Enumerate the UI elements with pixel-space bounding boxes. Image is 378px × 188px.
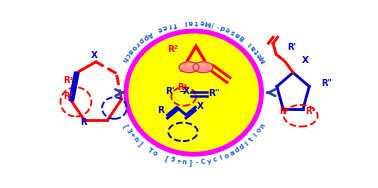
Text: M: M — [259, 55, 267, 64]
Text: e: e — [199, 19, 204, 25]
Text: R": R" — [208, 89, 220, 99]
Text: o: o — [152, 150, 158, 157]
Text: y: y — [206, 158, 212, 165]
Text: -: - — [195, 160, 198, 166]
Text: X: X — [183, 87, 190, 96]
Text: i: i — [253, 132, 259, 138]
Text: R': R' — [165, 87, 175, 96]
Text: o: o — [224, 152, 230, 160]
Text: 3: 3 — [124, 127, 132, 134]
Text: l: l — [184, 19, 187, 25]
Text: h: h — [121, 56, 128, 63]
Text: a: a — [189, 19, 193, 25]
Text: a: a — [234, 30, 241, 38]
Text: e: e — [225, 25, 231, 33]
Text: ]: ] — [136, 140, 144, 147]
Text: [: [ — [164, 154, 169, 162]
Text: X: X — [91, 51, 98, 60]
Text: t: t — [248, 136, 255, 143]
Ellipse shape — [193, 62, 213, 73]
Text: X: X — [197, 102, 204, 111]
Text: p: p — [142, 33, 149, 41]
Ellipse shape — [126, 31, 262, 154]
Text: ]: ] — [189, 159, 192, 166]
Text: T: T — [146, 147, 153, 154]
Text: e: e — [161, 23, 167, 31]
Text: o: o — [256, 127, 263, 134]
Text: f: f — [172, 21, 177, 27]
Text: l: l — [247, 41, 253, 46]
Text: −: − — [178, 87, 185, 96]
Text: c: c — [212, 157, 218, 163]
Text: r: r — [134, 40, 141, 47]
Text: R: R — [81, 118, 87, 127]
Text: X: X — [302, 56, 309, 65]
Ellipse shape — [179, 62, 199, 73]
Text: d: d — [239, 143, 246, 151]
Text: l: l — [219, 155, 223, 161]
Text: R²: R² — [279, 107, 290, 116]
Text: d: d — [234, 147, 241, 154]
Text: p: p — [138, 36, 145, 44]
Text: i: i — [245, 140, 250, 146]
Text: /: / — [211, 21, 215, 27]
Text: d: d — [220, 23, 226, 31]
Text: e: e — [257, 52, 264, 59]
Text: R¹: R¹ — [64, 92, 74, 101]
Text: R: R — [157, 106, 164, 115]
Text: c: c — [124, 52, 131, 58]
Text: R²: R² — [64, 76, 74, 85]
Text: n: n — [132, 136, 139, 143]
Text: t: t — [195, 19, 198, 25]
Text: r: r — [167, 22, 172, 29]
Text: B: B — [238, 33, 246, 41]
Text: s: s — [230, 28, 236, 35]
Text: a: a — [229, 150, 236, 157]
Text: M: M — [204, 19, 211, 26]
Text: +: + — [128, 131, 136, 139]
Text: R": R" — [321, 80, 332, 89]
Text: [: [ — [121, 123, 129, 129]
Text: C: C — [200, 159, 206, 165]
Text: a: a — [126, 47, 134, 55]
Text: t: t — [254, 48, 260, 54]
Text: o: o — [130, 43, 137, 51]
Text: n: n — [182, 159, 187, 165]
Text: e: e — [156, 25, 163, 33]
Text: n: n — [259, 122, 266, 129]
Text: +: + — [175, 158, 181, 165]
Text: R²: R² — [167, 45, 178, 54]
Text: R¹: R¹ — [305, 107, 316, 116]
Text: A: A — [146, 30, 153, 38]
Text: R': R' — [287, 43, 296, 52]
Text: R¹: R¹ — [177, 83, 187, 92]
Text: 5: 5 — [169, 156, 175, 164]
Text: -: - — [216, 22, 220, 29]
Text: a: a — [250, 43, 258, 51]
